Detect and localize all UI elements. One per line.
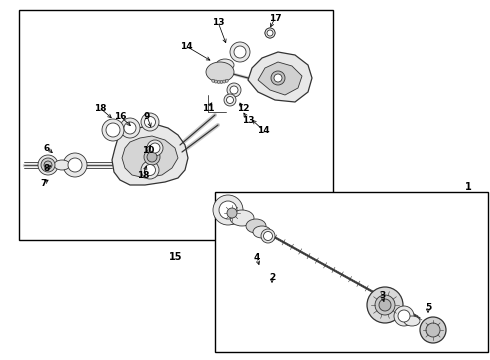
Ellipse shape: [253, 226, 271, 238]
Circle shape: [398, 310, 410, 322]
Ellipse shape: [230, 210, 254, 226]
Circle shape: [124, 122, 136, 134]
Polygon shape: [258, 62, 302, 95]
Circle shape: [225, 79, 228, 82]
Circle shape: [271, 71, 285, 85]
Text: 8: 8: [44, 163, 50, 172]
Circle shape: [265, 28, 275, 38]
Text: 9: 9: [144, 112, 150, 121]
Text: 16: 16: [114, 112, 126, 121]
Circle shape: [145, 117, 155, 127]
Circle shape: [230, 86, 238, 94]
Text: 7: 7: [41, 179, 47, 188]
Circle shape: [379, 299, 391, 311]
Circle shape: [221, 202, 243, 224]
Text: 12: 12: [237, 104, 249, 113]
Bar: [215, 192, 488, 352]
Polygon shape: [122, 136, 178, 178]
Circle shape: [41, 158, 55, 172]
Circle shape: [226, 96, 234, 104]
Circle shape: [220, 80, 223, 84]
Circle shape: [394, 306, 414, 326]
Circle shape: [106, 123, 120, 137]
Text: 4: 4: [254, 253, 260, 262]
Circle shape: [212, 79, 215, 82]
Circle shape: [227, 83, 241, 97]
Circle shape: [420, 317, 446, 343]
Circle shape: [120, 118, 140, 138]
Circle shape: [222, 80, 225, 83]
Circle shape: [214, 80, 218, 83]
Ellipse shape: [246, 219, 266, 233]
Text: 15: 15: [169, 252, 183, 262]
Text: 3: 3: [379, 291, 385, 300]
Text: 13: 13: [212, 18, 224, 27]
Circle shape: [147, 140, 163, 156]
Circle shape: [38, 155, 58, 175]
Bar: [19, 10, 333, 240]
Text: 2: 2: [269, 274, 275, 283]
Circle shape: [267, 30, 273, 36]
Circle shape: [265, 28, 275, 38]
Circle shape: [217, 80, 220, 84]
Text: 18: 18: [137, 171, 149, 180]
Circle shape: [102, 119, 124, 141]
Text: 5: 5: [425, 303, 431, 312]
Circle shape: [44, 161, 52, 169]
Circle shape: [274, 74, 282, 82]
Circle shape: [261, 229, 275, 243]
Text: 14: 14: [257, 126, 270, 135]
Text: 6: 6: [44, 144, 50, 153]
Circle shape: [63, 153, 87, 177]
Circle shape: [213, 195, 243, 225]
Circle shape: [141, 161, 159, 179]
Polygon shape: [248, 52, 312, 102]
Circle shape: [144, 149, 160, 165]
Text: 11: 11: [202, 104, 214, 113]
Polygon shape: [112, 125, 188, 185]
Ellipse shape: [216, 59, 234, 71]
Circle shape: [230, 42, 250, 62]
Circle shape: [224, 94, 236, 106]
Circle shape: [375, 295, 395, 315]
Text: 1: 1: [465, 182, 471, 192]
Circle shape: [426, 323, 440, 337]
Text: 18: 18: [94, 104, 106, 113]
Ellipse shape: [54, 160, 70, 170]
Text: 14: 14: [180, 41, 192, 50]
Circle shape: [68, 158, 82, 172]
Ellipse shape: [206, 62, 234, 82]
Text: 17: 17: [269, 14, 281, 23]
Circle shape: [150, 143, 160, 153]
Circle shape: [234, 46, 246, 58]
Circle shape: [227, 208, 237, 218]
Circle shape: [147, 152, 157, 162]
Circle shape: [145, 165, 155, 176]
Ellipse shape: [404, 316, 420, 326]
Circle shape: [219, 201, 237, 219]
Text: 10: 10: [142, 145, 154, 154]
Text: 13: 13: [242, 116, 254, 125]
Circle shape: [141, 113, 159, 131]
Circle shape: [264, 231, 272, 240]
Circle shape: [367, 287, 403, 323]
